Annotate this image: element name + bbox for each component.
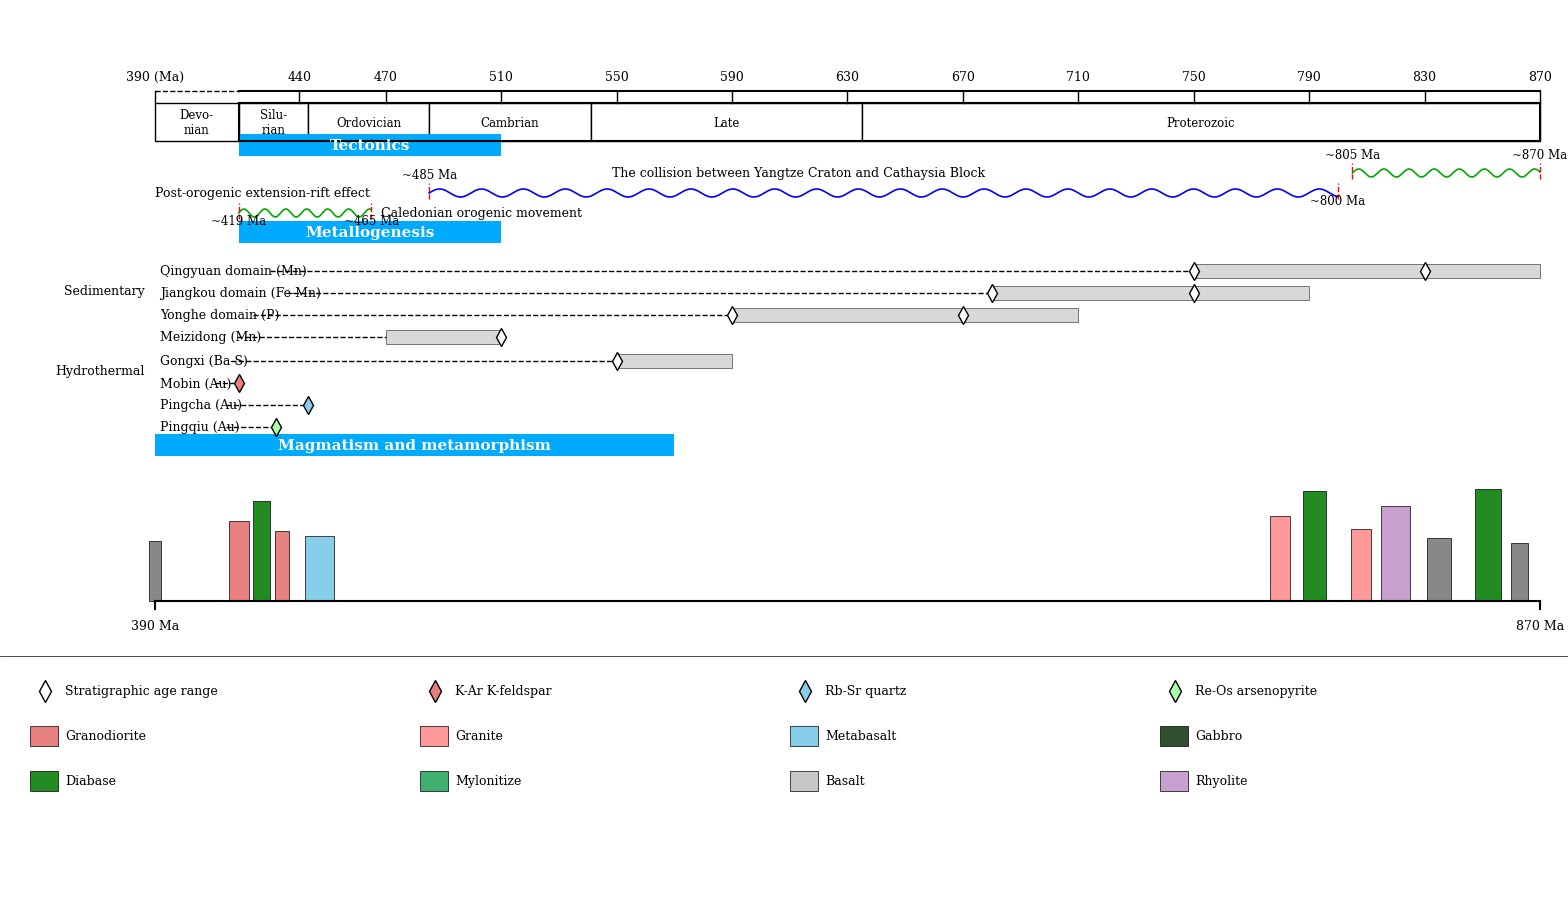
Text: Metallogenesis: Metallogenesis [306,226,434,240]
Text: 870 Ma: 870 Ma [1516,619,1565,632]
Text: Granodiorite: Granodiorite [64,730,146,742]
Bar [1193,265,1540,279]
Text: 710: 710 [1066,71,1090,84]
Bar [274,531,289,601]
Bar [1427,538,1450,601]
Text: Cambrian: Cambrian [481,117,539,129]
Bar [616,354,732,369]
Bar [420,771,448,791]
Bar [307,104,430,142]
Text: 510: 510 [489,71,513,84]
Text: Basalt: Basalt [825,774,864,788]
Text: Magmatism and metamorphism: Magmatism and metamorphism [278,438,550,453]
Bar [238,135,502,157]
Bar [1352,529,1370,601]
Text: 550: 550 [605,71,629,84]
Bar [155,435,674,456]
Text: Re-Os arsenopyrite: Re-Os arsenopyrite [1195,685,1317,698]
Text: Jiangkou domain (Fe-Mn): Jiangkou domain (Fe-Mn) [160,287,321,300]
Text: 390 Ma: 390 Ma [130,619,179,632]
Text: 830: 830 [1413,71,1436,84]
Text: 440: 440 [287,71,312,84]
Text: Metabasalt: Metabasalt [825,730,897,742]
Bar [306,537,334,601]
Text: Post-orogenic extension-rift effect: Post-orogenic extension-rift effect [155,188,370,200]
Text: Sedimentary: Sedimentary [64,285,144,298]
Bar [229,521,249,601]
Text: Gabbro: Gabbro [1195,730,1242,742]
Bar [238,104,307,142]
Text: Yonghe domain (P): Yonghe domain (P) [160,309,279,322]
Text: ~485 Ma: ~485 Ma [401,169,456,182]
Text: Hydrothermal: Hydrothermal [55,365,144,378]
Bar [238,221,502,244]
Bar [1512,543,1529,601]
Text: 870: 870 [1529,71,1552,84]
Bar [732,309,1079,322]
Text: Stratigraphic age range: Stratigraphic age range [64,685,218,698]
Text: Tectonics: Tectonics [329,138,411,153]
Bar [420,726,448,746]
Text: Mobin (Au): Mobin (Au) [160,377,232,390]
Bar [591,104,862,142]
Bar [790,771,818,791]
Text: Late: Late [713,117,740,129]
Text: Devo-
nian: Devo- nian [180,109,213,137]
Bar [1160,771,1189,791]
Text: Gongxi (Ba-S): Gongxi (Ba-S) [160,355,248,368]
Text: ~465 Ma: ~465 Ma [343,215,398,228]
Bar [1381,507,1410,601]
Bar [155,104,238,142]
Text: ~870 Ma: ~870 Ma [1513,148,1568,162]
Bar [790,726,818,746]
Text: 790: 790 [1297,71,1322,84]
Text: 630: 630 [836,71,859,84]
Bar [149,541,162,601]
Bar [252,501,270,601]
Text: ~800 Ma: ~800 Ma [1311,195,1366,208]
Text: Pingqiu (Au): Pingqiu (Au) [160,421,240,434]
Bar [1303,491,1327,601]
Text: Pingcha (Au): Pingcha (Au) [160,399,241,412]
Bar [386,331,502,344]
Text: 670: 670 [950,71,975,84]
Text: Granite: Granite [455,730,503,742]
Bar [30,726,58,746]
Bar [993,287,1309,301]
Text: Mylonitize: Mylonitize [455,774,522,788]
Bar [30,771,58,791]
Text: ~805 Ma: ~805 Ma [1325,148,1380,162]
Text: ~419 Ma: ~419 Ma [212,215,267,228]
Text: Proterozoic: Proterozoic [1167,117,1236,129]
Text: 470: 470 [373,71,398,84]
Bar [1475,489,1501,601]
Text: Caledonian orogenic movement: Caledonian orogenic movement [381,208,582,220]
Text: Silu-
rian: Silu- rian [260,109,287,137]
Bar [1160,726,1189,746]
Text: 750: 750 [1182,71,1206,84]
Text: 390 (Ma): 390 (Ma) [125,71,183,84]
Text: Rb-Sr quartz: Rb-Sr quartz [825,685,906,698]
Bar [430,104,591,142]
Text: Diabase: Diabase [64,774,116,788]
Text: Qingyuan domain (Mn): Qingyuan domain (Mn) [160,265,307,278]
Text: K-Ar K-feldspar: K-Ar K-feldspar [455,685,552,698]
Bar [1270,517,1290,601]
Text: The collision between Yangtze Craton and Cathaysia Block: The collision between Yangtze Craton and… [612,168,985,180]
Text: Rhyolite: Rhyolite [1195,774,1248,788]
Text: Ordovician: Ordovician [336,117,401,129]
Bar [862,104,1540,142]
Text: Meizidong (Mn): Meizidong (Mn) [160,331,262,344]
Text: 590: 590 [720,71,743,84]
